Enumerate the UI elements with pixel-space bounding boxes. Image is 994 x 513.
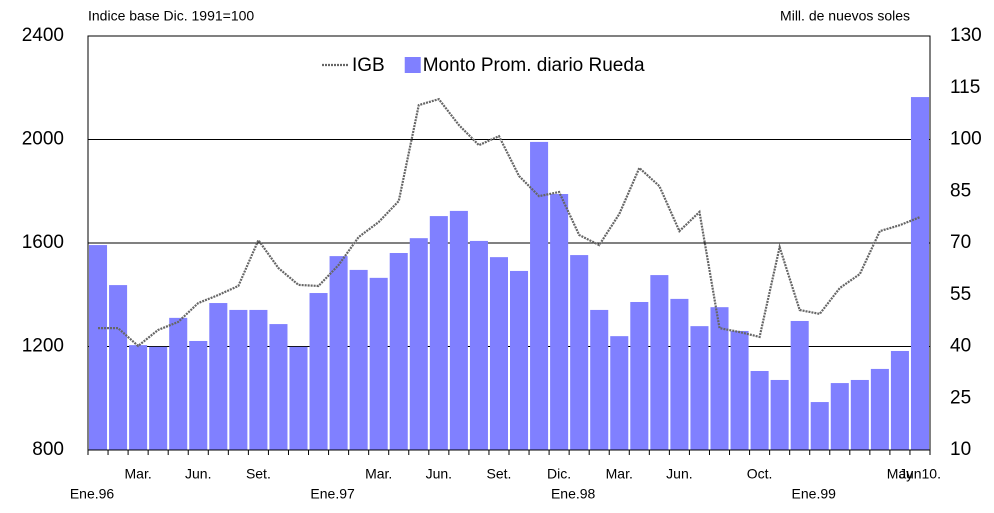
x-tick-label: Mar. (606, 466, 633, 482)
bar (890, 350, 909, 450)
bar (469, 240, 488, 450)
bar (449, 210, 468, 450)
y-tick-label: 1200 (22, 336, 64, 357)
bar (309, 293, 328, 450)
bar (289, 346, 308, 450)
x-tick-label: Ene.97 (310, 486, 355, 502)
bar (429, 216, 448, 450)
bar (249, 309, 268, 450)
x-tick-label: Mar. (125, 466, 152, 482)
bar (730, 330, 749, 450)
bar (189, 340, 208, 450)
bar (389, 253, 408, 450)
y2-tick-label: 25 (950, 387, 971, 408)
bar (570, 255, 589, 450)
bar (750, 370, 769, 450)
x-tick-label: Ene.98 (551, 486, 596, 502)
bar (229, 309, 248, 450)
line (98, 97, 921, 348)
x-tick-label: Ene.96 (70, 486, 115, 502)
bar (530, 141, 549, 451)
bar (109, 285, 128, 450)
bar (810, 402, 829, 450)
y-tick-label: 2000 (22, 129, 64, 150)
y2-tick-label: 115 (950, 77, 980, 98)
x-tick-label: Oct. (747, 466, 773, 482)
legend-label: IGB (352, 55, 385, 76)
x-tick-label: Mar. (365, 466, 392, 482)
bar (149, 346, 168, 450)
x-tick-label: Jun. (426, 466, 452, 482)
bar (409, 238, 428, 450)
left-axis-label: Indice base Dic. 1991=100 (88, 8, 254, 24)
x-tick-label: May (887, 466, 913, 482)
bar (349, 269, 368, 450)
x-tick-label: Dic. (547, 466, 571, 482)
bar (489, 257, 508, 450)
y2-tick-label: 130 (950, 25, 982, 46)
bar (850, 379, 869, 450)
bar (790, 320, 809, 450)
bar (269, 324, 288, 450)
y2-tick-label: 40 (950, 336, 971, 357)
bar (630, 301, 649, 450)
legend-label: Monto Prom. diario Rueda (423, 55, 645, 76)
y2-tick-label: 85 (950, 180, 971, 201)
x-tick-label: Set. (246, 466, 271, 482)
bar (209, 303, 228, 450)
bar (89, 245, 108, 450)
bar (590, 309, 609, 450)
bar (910, 97, 929, 450)
y-tick-label: 1600 (22, 232, 64, 253)
legend-swatch (404, 57, 421, 73)
bar (610, 336, 629, 450)
x-tick-label: Jun. (666, 466, 692, 482)
y2-tick-label: 10 (950, 439, 971, 460)
bar (650, 275, 669, 450)
y2-tick-label: 100 (950, 129, 982, 150)
y-tick-label: 800 (32, 439, 64, 460)
bar (670, 298, 689, 450)
y-tick-label: 2400 (22, 25, 64, 46)
bar (770, 379, 789, 450)
bar (830, 383, 849, 450)
bar (870, 368, 889, 450)
y2-tick-label: 55 (950, 284, 971, 305)
x-tick-label: Jun. (185, 466, 211, 482)
bar (329, 256, 348, 450)
bar (710, 307, 729, 450)
right-axis-label: Mill. de nuevos soles (780, 8, 910, 24)
bar (129, 345, 148, 450)
bar (690, 326, 709, 450)
x-tick-label: Set. (487, 466, 512, 482)
bar (550, 194, 569, 450)
x-tick-label: Jun10. (899, 466, 941, 482)
bar (510, 270, 529, 450)
bar (169, 317, 188, 450)
bar (369, 277, 388, 450)
y2-tick-label: 70 (950, 232, 971, 253)
x-tick-label: Ene.99 (792, 486, 837, 502)
